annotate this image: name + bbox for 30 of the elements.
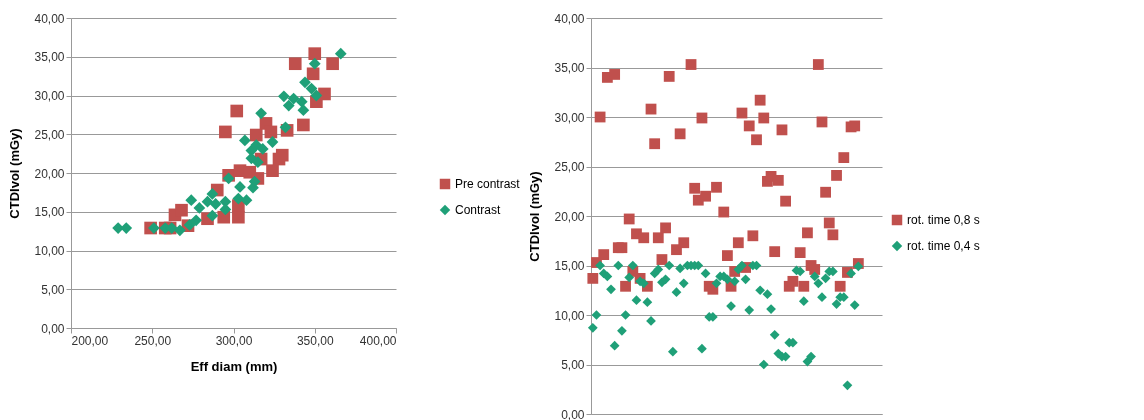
legend-label: Pre contrast [455,177,521,191]
y-tick-label: 10,00 [554,308,585,323]
legend-label: Contrast [455,203,502,217]
y-tick-label: 40,00 [554,11,585,26]
y-tick-label: 30,00 [554,110,585,125]
x-tick-label: 350,00 [296,333,334,348]
y-tick-label: 25,00 [34,127,65,142]
x-tick-label: 250,00 [134,333,172,348]
y-tick-label: 0,00 [41,321,65,336]
y-tick-label: 0,00 [561,407,585,420]
y-tick-label: 10,00 [34,244,65,258]
y-tick-label: 5,00 [561,358,585,372]
x-tick-label: 200,00 [71,333,109,348]
x-tick-label: 400,00 [359,333,397,348]
y-tick-label: 25,00 [554,160,585,174]
x-tick-label: 300,00 [215,333,253,348]
y-tick-label: 20,00 [554,209,585,224]
x-axis-title: Eff diam (mm) [190,358,278,374]
y-tick-label: 20,00 [34,166,65,181]
legend-label: rot. time 0,4 s [907,239,980,253]
y-tick-label: 30,00 [34,89,65,103]
y-tick-label: 35,00 [554,61,585,75]
legend-label: rot. time 0,8 s [907,213,980,227]
y-tick-label: 5,00 [41,282,65,297]
y-tick-label: 40,00 [34,11,65,26]
y-axis-title: CTDIvol (mGy) [7,128,23,219]
y-tick-label: 15,00 [34,205,65,220]
y-tick-label: 35,00 [34,50,65,65]
y-tick-label: 15,00 [554,259,585,273]
y-axis-title: CTDIvol (mGy) [527,171,543,262]
